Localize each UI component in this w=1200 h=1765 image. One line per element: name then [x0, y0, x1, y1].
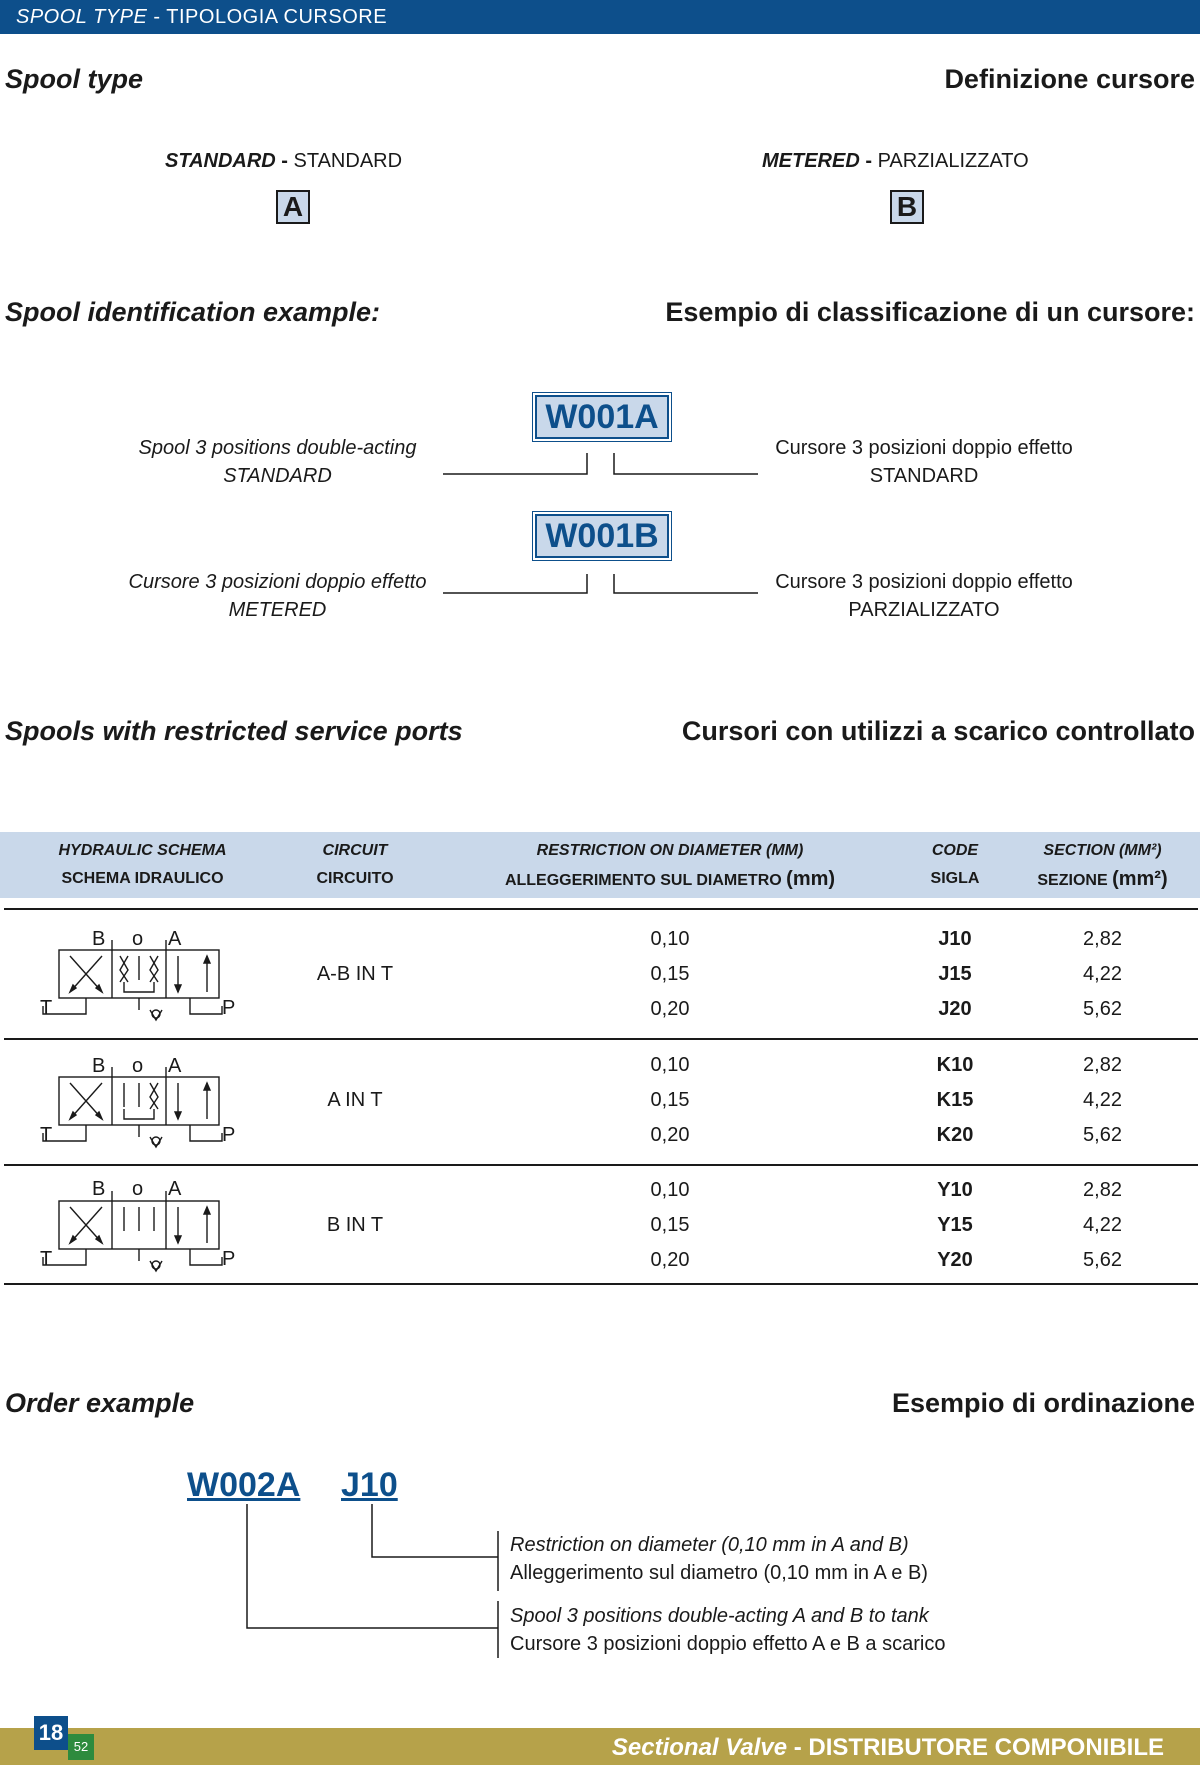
- section-title: SPOOL TYPE - TIPOLOGIA CURSORE: [16, 6, 387, 29]
- order-code-restriction: J10: [341, 1466, 398, 1504]
- top-header-bar: [0, 0, 1200, 34]
- table-row-rule: [4, 1164, 1198, 1166]
- port-label-b: B: [92, 1055, 106, 1077]
- code-w001b: W001B: [532, 511, 672, 561]
- order-restriction-note: Restriction on diameter (0,10 mm in A an…: [510, 1534, 928, 1584]
- section-cell: 2,82: [1083, 1179, 1122, 1201]
- section-cell: 2,82: [1083, 928, 1122, 950]
- port-label-t: T: [40, 1248, 53, 1270]
- standard-label: STANDARD - STANDARD: [165, 150, 403, 172]
- section-title-en: SPOOL TYPE: [16, 6, 148, 28]
- port-label-o: o: [132, 1178, 144, 1200]
- diameter-cell: 0,10: [650, 1054, 690, 1076]
- restricted-heading-it: Cursori con utilizzi a scarico controlla…: [681, 716, 1195, 746]
- section-cell: 5,62: [1083, 1249, 1122, 1271]
- diameter-cell: 0,20: [650, 998, 690, 1020]
- code-cell: J20: [938, 998, 972, 1020]
- restricted-heading-en: Spools with restricted service ports: [5, 716, 463, 746]
- diameter-cell: 0,20: [650, 1249, 690, 1271]
- order-heading-it: Esempio di ordinazione: [891, 1388, 1195, 1418]
- code-w001a: W001A: [532, 392, 672, 442]
- th-code: CODE SIGLA: [930, 842, 980, 887]
- diameter-cell: 0,10: [650, 1179, 690, 1201]
- footer-title: Sectional Valve - DISTRIBUTORE COMPONIBI…: [611, 1734, 1164, 1761]
- code-cell: Y10: [937, 1179, 973, 1201]
- circuit-cell: A IN T: [327, 1089, 383, 1111]
- example-b-right: Cursore 3 posizioni doppio effetto PARZIA…: [775, 571, 1073, 621]
- table-row-rule: [4, 1038, 1198, 1040]
- order-code-spool: W002A: [187, 1466, 301, 1504]
- th-schema: HYDRAULIC SCHEMA SCHEMA IDRAULICO: [58, 842, 227, 887]
- section-cell: 5,62: [1083, 998, 1122, 1020]
- section-cell: 5,62: [1083, 1124, 1122, 1146]
- code-cell: K10: [936, 1054, 974, 1076]
- diameter-cell: 0,15: [650, 963, 690, 985]
- order-spool-note: Spool 3 positions double-acting A and B …: [510, 1605, 946, 1655]
- table-header: [0, 832, 1200, 898]
- port-label-o: o: [132, 1055, 144, 1077]
- standard-letter-box: A: [276, 190, 310, 224]
- section-cell: 4,22: [1083, 1089, 1122, 1111]
- section-cell: 2,82: [1083, 1054, 1122, 1076]
- table-top-rule: [4, 908, 1198, 910]
- section-title-it: TIPOLOGIA CURSORE: [166, 6, 388, 28]
- port-label-b: B: [92, 928, 106, 950]
- th-section: SECTION (MM²) SEZIONE (mm²): [1037, 842, 1168, 890]
- example-heading-en: Spool identification example:: [5, 297, 381, 327]
- table-bottom-rule: [4, 1283, 1198, 1285]
- circuit-cell: B IN T: [326, 1214, 384, 1236]
- port-label-a: A: [168, 1055, 182, 1077]
- order-heading-en: Order example: [5, 1388, 195, 1418]
- metered-label: METERED - PARZIALIZZATO: [762, 150, 1029, 172]
- port-label-t: T: [40, 997, 53, 1019]
- section-cell: 4,22: [1083, 1214, 1122, 1236]
- metered-letter-box: B: [890, 190, 924, 224]
- port-label-a: A: [168, 1178, 182, 1200]
- port-label-a: A: [168, 928, 182, 950]
- port-label-p: P: [222, 1248, 236, 1270]
- code-cell: J15: [938, 963, 972, 985]
- port-label-p: P: [222, 1124, 236, 1146]
- example-a-left: Spool 3 positions double-acting STANDARD: [138, 437, 417, 487]
- port-label-b: B: [92, 1178, 106, 1200]
- footer-bar: [0, 1728, 1200, 1765]
- code-cell: Y20: [937, 1249, 973, 1271]
- page-sub-number: 52: [68, 1734, 94, 1760]
- th-restriction: RESTRICTION ON DIAMETER (MM) ALLEGGERIMEN…: [504, 842, 836, 890]
- code-cell: Y15: [937, 1214, 973, 1236]
- th-circuit: CIRCUIT CIRCUITO: [316, 842, 394, 887]
- port-label-t: T: [40, 1124, 53, 1146]
- section-title-sep: -: [147, 6, 167, 28]
- port-label-o: o: [132, 928, 144, 950]
- spool-type-heading-en: Spool type: [5, 64, 144, 94]
- port-label-p: P: [222, 997, 236, 1019]
- diameter-cell: 0,15: [650, 1214, 690, 1236]
- code-cell: K15: [936, 1089, 974, 1111]
- diameter-cell: 0,20: [650, 1124, 690, 1146]
- page-number: 18: [34, 1716, 68, 1750]
- circuit-cell: A-B IN T: [316, 963, 394, 985]
- diameter-cell: 0,10: [650, 928, 690, 950]
- spool-type-heading-it: Definizione cursore: [944, 64, 1195, 94]
- code-cell: J10: [938, 928, 972, 950]
- diameter-cell: 0,15: [650, 1089, 690, 1111]
- example-a-right: Cursore 3 posizioni doppio effetto STANDA…: [775, 437, 1073, 487]
- code-cell: K20: [936, 1124, 974, 1146]
- example-b-left: Cursore 3 posizioni doppio effetto METERE…: [128, 571, 427, 621]
- section-cell: 4,22: [1083, 963, 1122, 985]
- example-heading-it: Esempio di classificazione di un cursore…: [665, 297, 1195, 327]
